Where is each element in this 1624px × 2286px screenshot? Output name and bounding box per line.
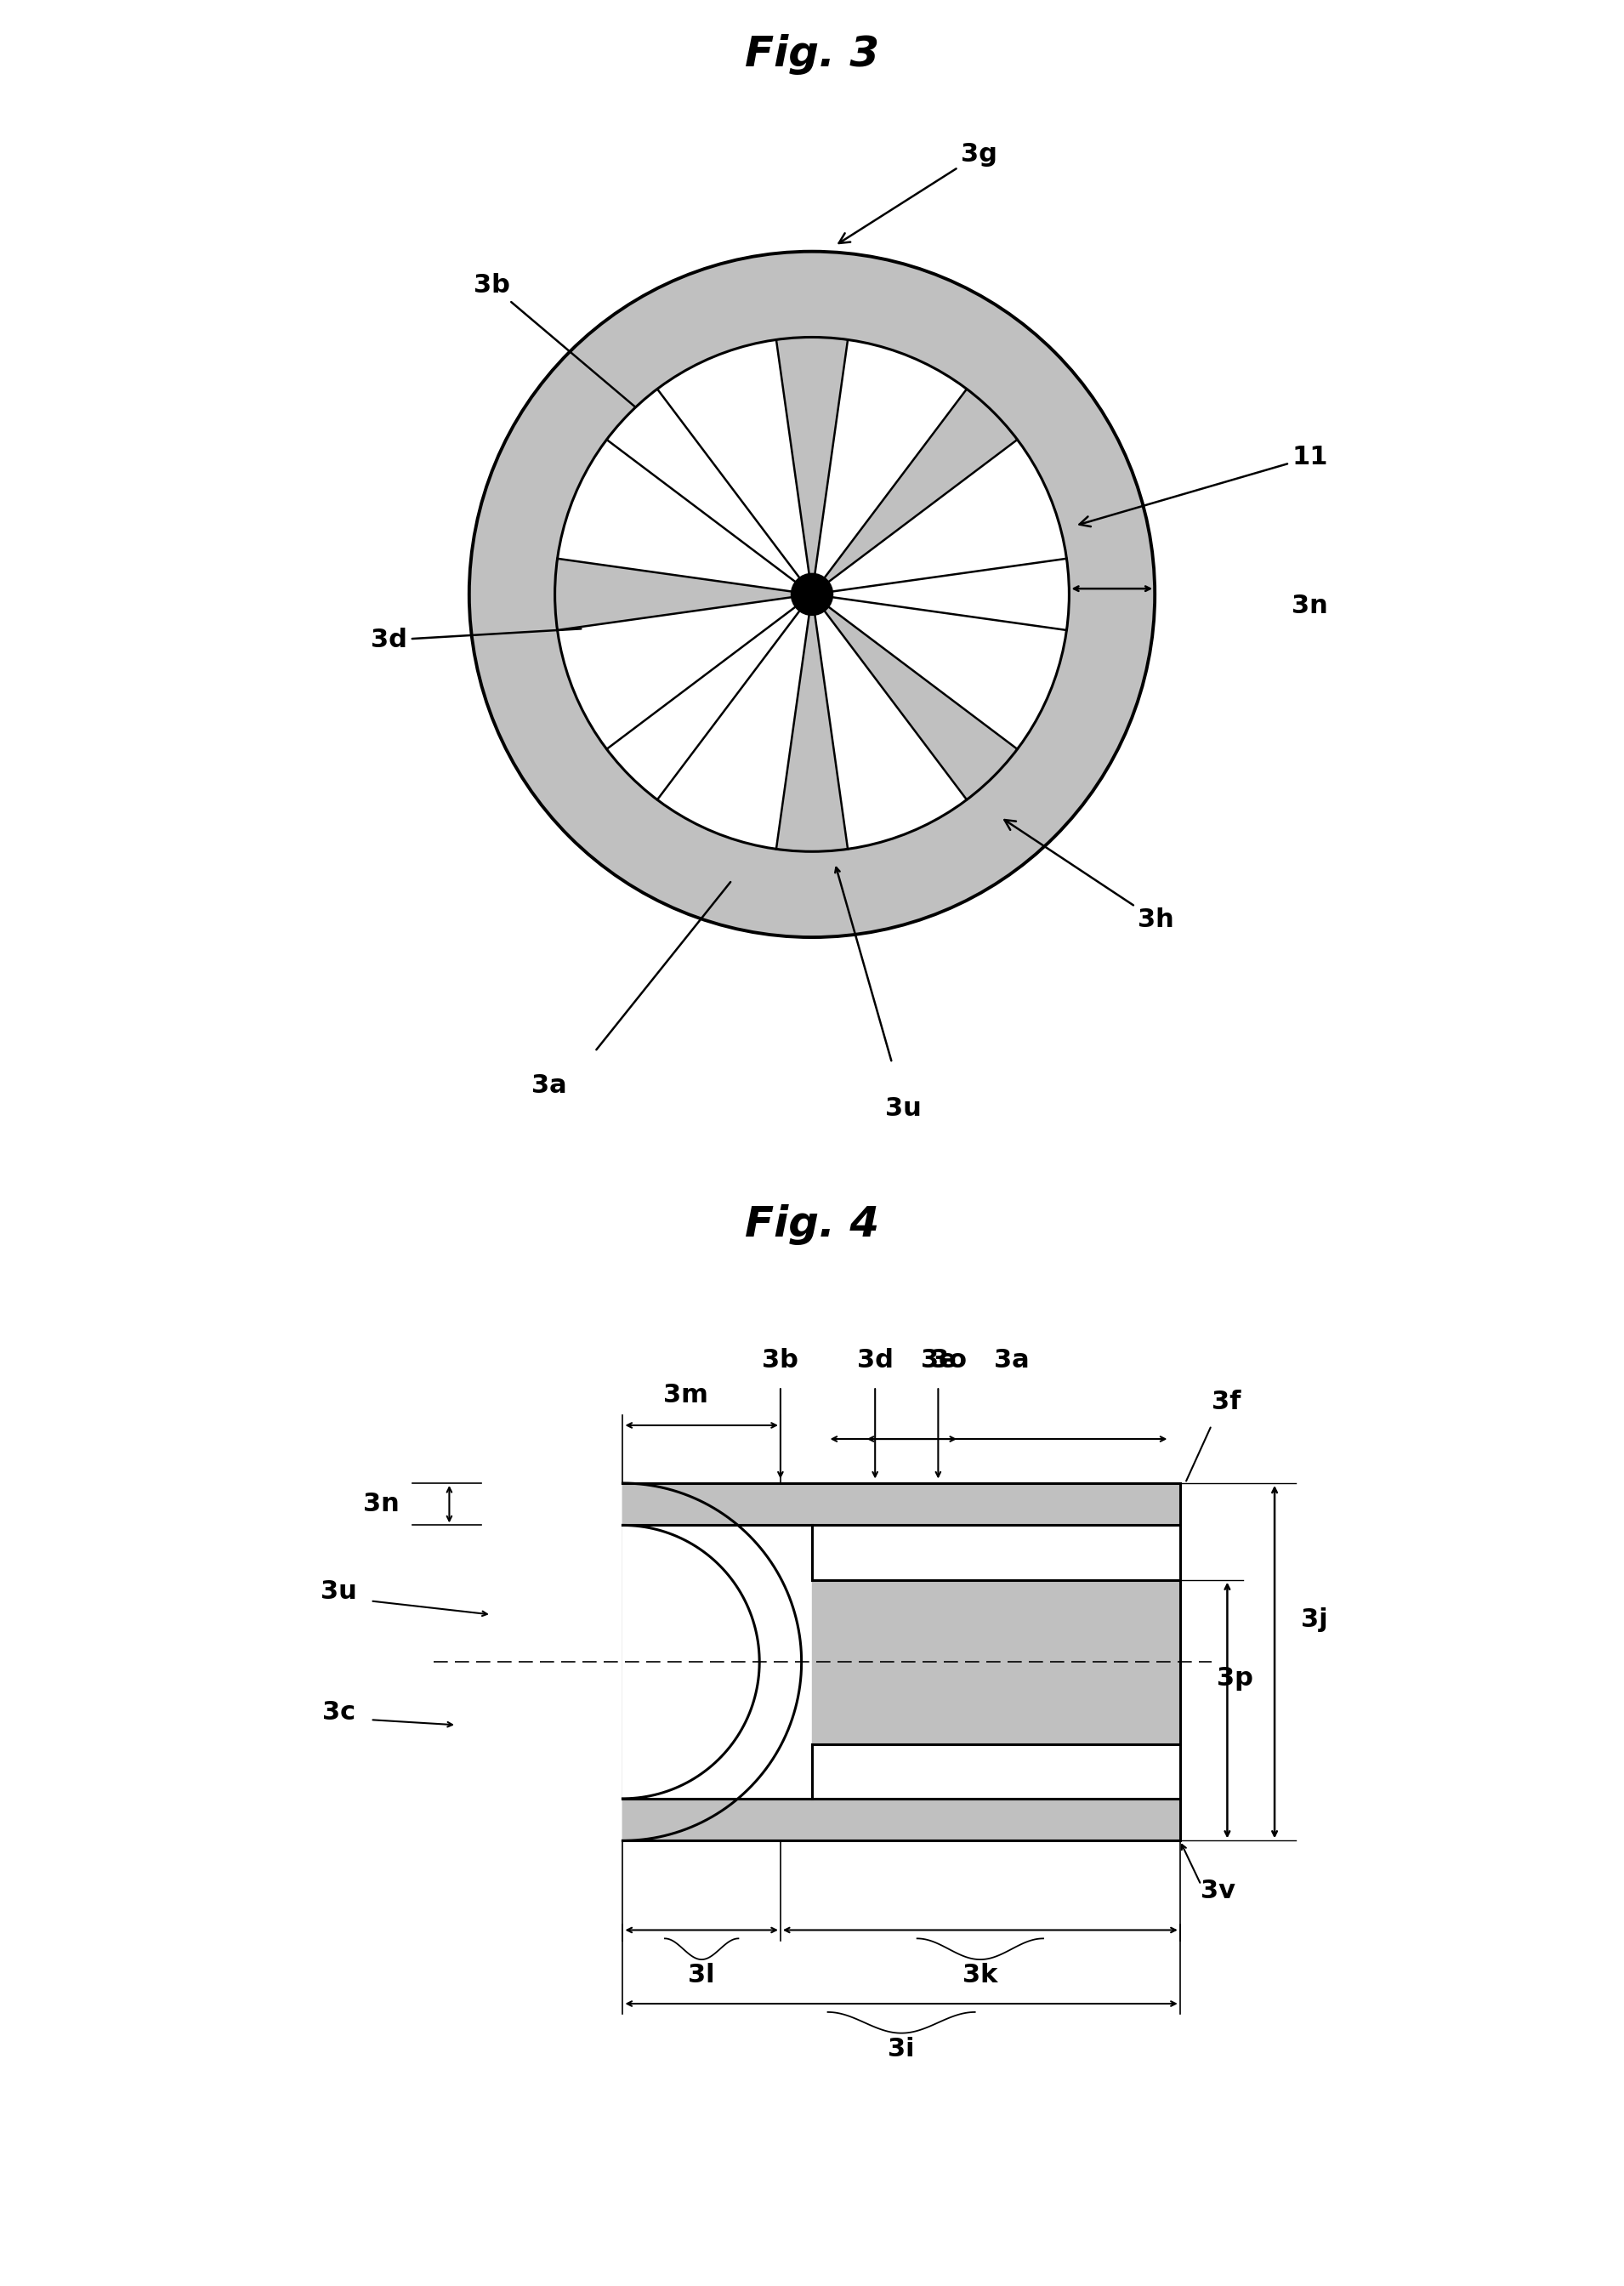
Text: 3b: 3b xyxy=(762,1349,799,1372)
Text: Fig. 3: Fig. 3 xyxy=(745,34,879,75)
Circle shape xyxy=(555,336,1069,853)
Text: 3u: 3u xyxy=(885,1097,921,1120)
Polygon shape xyxy=(622,1525,760,1799)
Text: 3d: 3d xyxy=(857,1349,893,1372)
Circle shape xyxy=(469,251,1155,937)
Text: 3g: 3g xyxy=(840,142,997,242)
Polygon shape xyxy=(607,594,812,800)
Text: 3j: 3j xyxy=(1301,1607,1328,1632)
Text: 3a: 3a xyxy=(531,1074,567,1097)
Polygon shape xyxy=(812,389,1017,594)
Text: 3l: 3l xyxy=(689,1964,715,1989)
Text: 3e: 3e xyxy=(921,1349,957,1372)
Text: 3p: 3p xyxy=(1216,1666,1254,1692)
Text: 3i: 3i xyxy=(888,2037,914,2062)
Polygon shape xyxy=(812,1580,1181,1744)
Polygon shape xyxy=(607,389,812,594)
Polygon shape xyxy=(555,558,812,631)
Polygon shape xyxy=(622,1484,1181,1840)
Circle shape xyxy=(469,251,1155,937)
Polygon shape xyxy=(622,1484,802,1840)
Text: 3d: 3d xyxy=(370,629,581,652)
Text: 3v: 3v xyxy=(1202,1879,1236,1904)
Text: 3n: 3n xyxy=(362,1493,400,1516)
Text: 3f: 3f xyxy=(1212,1390,1241,1415)
Text: 3a: 3a xyxy=(994,1349,1030,1372)
Text: 3n: 3n xyxy=(1293,594,1328,617)
Text: 3m: 3m xyxy=(663,1383,708,1408)
Text: 3b: 3b xyxy=(474,274,638,409)
Text: Fig. 4: Fig. 4 xyxy=(745,1205,879,1246)
Polygon shape xyxy=(812,594,1017,800)
Polygon shape xyxy=(776,338,848,594)
Text: 3c: 3c xyxy=(322,1701,356,1726)
Polygon shape xyxy=(812,558,1069,631)
Polygon shape xyxy=(776,594,848,853)
Text: 11: 11 xyxy=(1080,446,1328,526)
Text: 3k: 3k xyxy=(963,1964,997,1989)
Text: 3o: 3o xyxy=(931,1349,966,1372)
Text: 3h: 3h xyxy=(1005,821,1174,933)
Circle shape xyxy=(791,574,833,615)
Text: 3u: 3u xyxy=(320,1580,357,1605)
Polygon shape xyxy=(622,1525,1181,1799)
